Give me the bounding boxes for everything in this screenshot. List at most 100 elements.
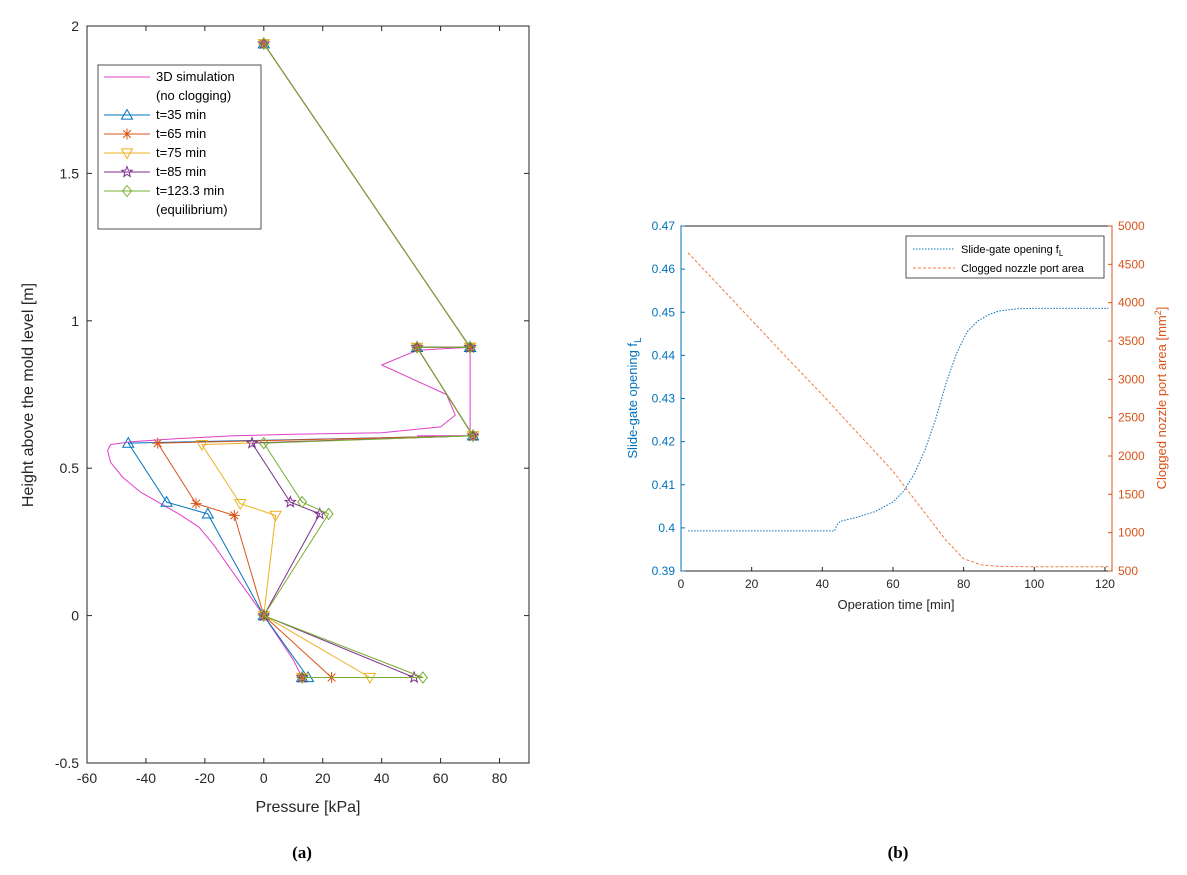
chart-a-legend-marker xyxy=(121,128,133,140)
chart-b-x-axis-label: Operation time [min] xyxy=(837,597,954,612)
chart-b-left-y-tick-label: 0.47 xyxy=(652,219,676,233)
chart-a-legend-box xyxy=(97,64,262,230)
chart-a-data-point xyxy=(363,672,377,685)
chart-b-left-y-ticks: 0.39 0.4 0.41 0.42 0.43 0.44 0.45 0.46 0.47 xyxy=(652,219,685,578)
chart-b-right-y-tick-label: 2500 xyxy=(1118,411,1145,425)
chart-b-left-y-tick-label: 0.44 xyxy=(652,348,676,362)
chart-a-data-point xyxy=(297,495,308,509)
chart-a-y-tick-label: 0.5 xyxy=(60,460,80,476)
chart-a-data-point xyxy=(258,609,269,622)
chart-b-x-tick-label: 120 xyxy=(1095,577,1115,591)
chart-a-data-point xyxy=(411,341,423,354)
chart-b-right-y-tick-label: 3500 xyxy=(1118,334,1145,348)
chart-a-data-point xyxy=(233,498,247,511)
chart-a-legend-item: t=35 min xyxy=(104,107,206,122)
chart-b-series xyxy=(687,252,1109,568)
chart-a-data-point xyxy=(467,429,479,443)
chart-a-y-axis-label: Height above the mold level [m] xyxy=(20,283,37,507)
chart-b-plot-area xyxy=(680,225,1113,572)
chart-b-x-tick-label: 40 xyxy=(816,577,830,591)
chart-b-series-clogged-area-line xyxy=(687,252,1109,568)
chart-a-legend-item: t=75 min xyxy=(104,145,206,160)
chart-a-data-point xyxy=(466,428,480,442)
chart-a-legend-marker xyxy=(120,148,134,160)
chart-a-legend-item: t=123.3 min (equilibrium) xyxy=(104,183,228,217)
chart-b-left-y-tick-label: 0.41 xyxy=(652,478,676,492)
chart-a-legend-item: t=65 min xyxy=(104,126,206,141)
chart-a-data-point xyxy=(410,340,424,353)
chart-a-data-point xyxy=(295,670,309,684)
chart-b-right-y-tick-label: 1000 xyxy=(1118,526,1145,540)
chart-b-left-y-tick-label: 0.46 xyxy=(652,262,676,276)
chart-a-data-point xyxy=(323,507,334,521)
chart-b-right-y-tick-label: 1500 xyxy=(1118,487,1145,501)
chart-a-data-point xyxy=(201,507,215,519)
chart-a-data-point xyxy=(195,439,209,452)
chart-a-x-tick-label: 20 xyxy=(315,770,331,786)
chart-a-x-axis-label: Pressure [kPa] xyxy=(256,799,361,816)
chart-a-legend-label: t=85 min xyxy=(156,164,206,179)
chart-b-right-y-tick-label: 5000 xyxy=(1118,219,1145,233)
chart-a-data-point xyxy=(269,510,282,522)
chart-a-y-tick-label: 1 xyxy=(71,313,79,329)
chart-b-series-slide-gate-opening-line xyxy=(688,307,1109,532)
chart-a-legend-label-line2: (no clogging) xyxy=(156,88,231,103)
chart-a-series-0 xyxy=(107,346,471,678)
chart-a-y-ticks: -0.5 0 0.5 1 1.5 2 xyxy=(55,18,529,771)
chart-a-x-tick-label: 0 xyxy=(260,770,268,786)
chart-b-right-y-ticks: 500 1000 1500 2000 2500 3000 3500 4000 4500 5000 xyxy=(1108,219,1145,578)
chart-b-right-y-tick-label: 500 xyxy=(1118,564,1138,578)
chart-a-x-tick-label: -40 xyxy=(136,770,156,786)
chart-b: 0 20 40 60 80 100 120 0.390.40.410.420.430.440… xyxy=(625,219,1169,862)
chart-a-data-point xyxy=(297,671,308,684)
chart-a-data-point xyxy=(228,509,240,521)
chart-a-data-point xyxy=(245,436,259,449)
chart-b-x-tick-label: 100 xyxy=(1024,577,1044,591)
caption-b: (b) xyxy=(888,843,909,862)
chart-a-legend-label: t=75 min xyxy=(156,145,206,160)
chart-b-legend-box xyxy=(905,235,1105,279)
chart-a-series-line xyxy=(263,43,474,678)
chart-a-legend-label: t=123.3 min xyxy=(156,183,224,198)
chart-a-y-tick-label: 0 xyxy=(71,608,79,624)
chart-a-legend-label: t=35 min xyxy=(156,107,206,122)
chart-a-data-point xyxy=(417,671,428,684)
chart-b-right-y-axis-label: Clogged nozzle port area [mm2] xyxy=(1153,307,1169,490)
chart-a-legend: 3D simulation (no clogging) t=35 min t=65 m… xyxy=(97,64,262,230)
chart-b-x-tick-label: 20 xyxy=(745,577,759,591)
chart-b-left-y-tick-label: 0.39 xyxy=(652,564,676,578)
chart-a-y-tick-label: 1.5 xyxy=(60,165,80,181)
chart-b-left-y-tick-label: 0.43 xyxy=(652,392,676,406)
chart-a-x-tick-label: 40 xyxy=(374,770,390,786)
chart-a-y-tick-label: -0.5 xyxy=(55,755,79,771)
chart-a-data-point xyxy=(258,37,269,50)
chart-a-y-tick-label: 2 xyxy=(71,18,79,34)
chart-b-left-y-tick-label: 0.4 xyxy=(658,521,675,535)
chart-b-left-y-tick-label: 0.45 xyxy=(652,305,676,319)
chart-b-right-y-tick-label: 4500 xyxy=(1118,257,1145,271)
chart-a-x-ticks: -60 -40 -20 0 20 40 60 80 xyxy=(77,26,508,786)
chart-a-data-point xyxy=(190,498,202,510)
chart-b-left-y-axis-label: Slide-gate opening fL xyxy=(625,337,644,459)
chart-b-x-tick-label: 0 xyxy=(678,577,685,591)
chart-a-series-5 xyxy=(258,37,479,684)
chart-b-right-y-tick-label: 2000 xyxy=(1118,449,1145,463)
chart-b-right-y-tick-label: 3000 xyxy=(1118,372,1145,386)
chart-a-data-point xyxy=(257,36,271,50)
chart-a-data-point xyxy=(121,436,135,448)
chart-a-data-point xyxy=(258,436,269,450)
chart-a-data-point xyxy=(283,495,297,508)
chart-b-right-y-tick-label: 4000 xyxy=(1118,296,1145,310)
chart-a-legend-label: 3D simulation xyxy=(156,69,235,84)
chart-a: -60 -40 -20 0 20 40 60 80 -0.5 0 0.5 1 1.5 2 Pressur… xyxy=(20,18,530,862)
chart-a-x-tick-label: 80 xyxy=(492,770,508,786)
chart-a-data-point xyxy=(152,437,164,449)
chart-a-series xyxy=(107,36,480,685)
chart-b-legend-slide-gate-label: Slide-gate opening fL xyxy=(961,244,1064,258)
chart-a-data-point xyxy=(160,495,173,507)
chart-b-legend: Slide-gate opening fL Clogged nozzle por… xyxy=(905,235,1105,279)
chart-a-legend-label: t=65 min xyxy=(156,126,206,141)
chart-a-legend-marker xyxy=(120,165,134,178)
chart-a-x-tick-label: -20 xyxy=(195,770,215,786)
